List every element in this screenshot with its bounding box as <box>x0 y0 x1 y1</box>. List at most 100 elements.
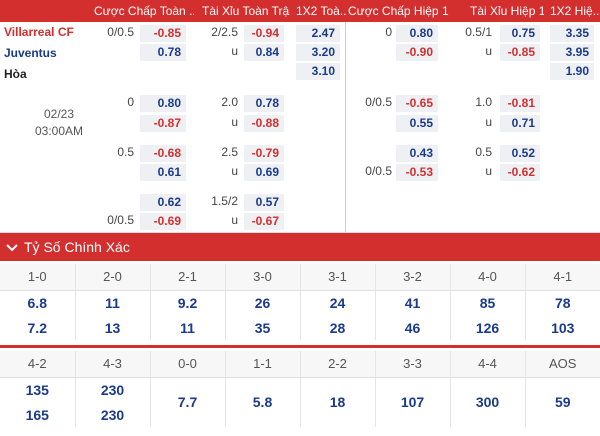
x12-ft-away[interactable]: 3.20 <box>296 44 340 61</box>
score-odds[interactable]: 6.8 <box>27 294 47 311</box>
ah-ft-odds[interactable]: -0.69 <box>140 213 186 230</box>
score-odds[interactable]: 7.2 <box>27 319 47 336</box>
ou-ft-odds[interactable]: -0.94 <box>244 25 284 42</box>
ah-ft-odds[interactable]: -0.87 <box>140 115 186 132</box>
ou-ft-odds[interactable]: -0.79 <box>244 145 284 162</box>
ah-ft-odds[interactable]: 0.61 <box>140 164 186 181</box>
odds-row-away: 7.2 13 11 35 28 46 126 103 <box>0 315 600 340</box>
score-label: 2-1 <box>149 264 225 291</box>
score-odds[interactable]: 103 <box>524 315 600 340</box>
ou-h1-odds[interactable]: -0.85 <box>500 44 540 61</box>
x12-ft-draw[interactable]: 3.10 <box>296 63 340 80</box>
score-odds[interactable]: 13 <box>74 315 150 340</box>
score-odds[interactable]: 135 <box>25 381 49 398</box>
score-row: 1-0 2-0 2-1 3-0 3-1 3-2 4-0 4-1 <box>0 264 600 291</box>
ou-ft-odds[interactable]: -0.67 <box>244 213 284 230</box>
x12-h1-away[interactable]: 3.95 <box>550 44 594 61</box>
section-divider <box>0 345 600 348</box>
ou-ft-odds[interactable]: 0.78 <box>244 95 284 112</box>
ah-h1-odds[interactable]: -0.65 <box>396 95 438 112</box>
score-odds[interactable]: 78 <box>524 290 600 315</box>
ou-h1-odds[interactable]: 0.52 <box>500 145 540 162</box>
score-odds[interactable]: 7.7 <box>149 377 225 427</box>
ah-ft-odds[interactable]: 0.62 <box>140 194 186 211</box>
ou-ft-line: u <box>231 115 238 129</box>
ou-ft-line: 1.5/2 <box>211 194 238 208</box>
ou-h1-line: u <box>485 115 492 129</box>
x12-h1-home[interactable]: 3.35 <box>550 25 594 42</box>
ou-ft-odds[interactable]: 0.57 <box>244 194 284 211</box>
score-odds[interactable]: 230 <box>74 377 150 402</box>
odds-row-home: 135 230 7.7 5.8 18 107 300 59 <box>0 377 600 427</box>
exact-score-table-2: 4-2 4-3 0-0 1-1 2-2 3-3 4-4 AOS 135 230 … <box>0 351 600 427</box>
score-odds[interactable]: 9.2 <box>149 290 225 315</box>
ah-h1-odds[interactable]: 0.55 <box>396 115 438 132</box>
header-ou-ft: Tài Xỉu Toàn Trận <box>202 4 290 18</box>
ou-ft-odds[interactable]: 0.84 <box>244 44 284 61</box>
score-odds[interactable]: 35 <box>224 315 300 340</box>
header-spacer <box>0 0 84 22</box>
score-label: 3-3 <box>374 351 450 378</box>
exact-score-header[interactable]: Tỷ Số Chính Xác <box>0 233 600 261</box>
ah-ft-line: 0/0.5 <box>107 25 134 39</box>
score-label: 4-2 <box>0 351 75 378</box>
ou-ft-line: 2/2.5 <box>211 25 238 39</box>
score-odds[interactable]: 26 <box>224 290 300 315</box>
ah-h1-odds[interactable]: -0.90 <box>396 44 438 61</box>
score-odds[interactable]: 126 <box>449 315 525 340</box>
ah-h1-odds[interactable]: -0.53 <box>396 164 438 181</box>
ou-ft-odds[interactable]: -0.88 <box>244 115 284 132</box>
score-odds[interactable]: 5.8 <box>224 377 300 427</box>
score-odds[interactable]: 24 <box>299 290 375 315</box>
ah-ft-line: 0 <box>127 95 134 109</box>
ou-h1-line: 0.5 <box>475 145 492 159</box>
match-date: 02/23 <box>43 107 75 121</box>
ou-ft-odds[interactable]: 0.69 <box>244 164 284 181</box>
ah-ft-odds[interactable]: -0.85 <box>140 25 186 42</box>
ou-ft-line: u <box>231 213 238 227</box>
score-odds[interactable]: 28 <box>299 315 375 340</box>
score-odds[interactable]: 11 <box>74 290 150 315</box>
score-odds[interactable]: 85 <box>449 290 525 315</box>
ou-h1-odds[interactable]: 0.75 <box>500 25 540 42</box>
score-odds[interactable]: 165 <box>25 406 49 423</box>
score-odds[interactable]: 18 <box>299 377 375 427</box>
score-odds[interactable]: 230 <box>74 402 150 427</box>
score-odds[interactable]: 46 <box>374 315 450 340</box>
ah-h1-line: 0 <box>385 25 392 39</box>
ou-h1-odds[interactable]: 0.71 <box>500 115 540 132</box>
score-odds[interactable]: 300 <box>449 377 525 427</box>
ah-h1-odds[interactable]: 0.80 <box>396 25 438 42</box>
x12-h1-draw[interactable]: 1.90 <box>550 63 594 80</box>
score-odds[interactable]: 59 <box>524 377 600 427</box>
ah-h1-line: 0/0.5 <box>365 164 392 178</box>
ou-ft-line: 2.0 <box>221 95 238 109</box>
chevron-down-icon[interactable] <box>0 240 24 255</box>
home-team[interactable]: Villarreal CF <box>4 25 74 39</box>
score-label: 4-0 <box>449 264 525 291</box>
odds-row-home: 6.8 11 9.2 26 24 41 85 78 <box>0 290 600 315</box>
x12-ft-home[interactable]: 2.47 <box>296 25 340 42</box>
score-label: 1-0 <box>0 264 75 291</box>
header-ah-h1: Cược Chấp Hiệp 1 <box>348 4 449 18</box>
ah-ft-odds[interactable]: -0.68 <box>140 145 186 162</box>
score-odds[interactable]: 41 <box>374 290 450 315</box>
away-team[interactable]: Juventus <box>4 46 57 60</box>
score-label: 3-2 <box>374 264 450 291</box>
ah-h1-line: 0/0.5 <box>365 95 392 109</box>
ou-h1-odds[interactable]: -0.81 <box>500 95 540 112</box>
match-time: 03:00AM <box>34 124 84 138</box>
ah-ft-line: 0.5 <box>117 145 134 159</box>
ah-ft-odds[interactable]: 0.78 <box>140 44 186 61</box>
score-odds[interactable]: 11 <box>149 315 225 340</box>
score-row: 4-2 4-3 0-0 1-1 2-2 3-3 4-4 AOS <box>0 351 600 378</box>
ou-ft-line: 2.5 <box>221 145 238 159</box>
ou-h1-odds[interactable]: -0.62 <box>500 164 540 181</box>
ou-ft-line: u <box>231 44 238 58</box>
odds-row-away: 165 230 <box>0 402 600 427</box>
ah-h1-odds[interactable]: 0.43 <box>396 145 438 162</box>
score-label: 4-4 <box>449 351 525 378</box>
ah-ft-odds[interactable]: 0.80 <box>140 95 186 112</box>
score-odds[interactable]: 107 <box>374 377 450 427</box>
score-label: AOS <box>524 351 600 378</box>
